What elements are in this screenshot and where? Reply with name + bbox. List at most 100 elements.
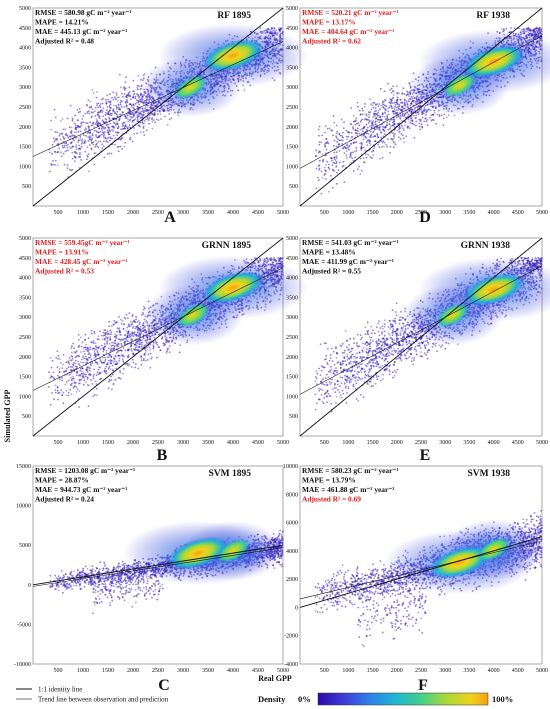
data-point	[405, 101, 408, 103]
data-point	[418, 118, 421, 121]
data-point	[75, 146, 77, 148]
data-point	[360, 149, 363, 151]
data-point	[363, 125, 366, 128]
data-point	[68, 135, 71, 138]
data-point	[109, 112, 112, 115]
data-point	[328, 190, 330, 193]
data-point	[75, 126, 78, 129]
data-point	[119, 113, 121, 116]
data-point	[359, 128, 362, 131]
data-point	[413, 123, 416, 126]
data-point	[117, 100, 119, 102]
data-point	[102, 136, 105, 138]
data-point	[136, 120, 139, 122]
data-point	[365, 114, 368, 117]
data-point	[393, 119, 396, 121]
data-point	[124, 117, 127, 119]
data-point	[125, 76, 127, 79]
data-point	[112, 134, 115, 137]
data-point	[89, 131, 92, 134]
data-point	[141, 107, 144, 110]
data-point	[415, 114, 418, 117]
data-point	[365, 123, 368, 126]
data-point	[430, 114, 433, 116]
data-point	[124, 87, 127, 90]
y-tick-label: 1500	[19, 145, 31, 151]
data-point	[347, 135, 350, 138]
data-point	[103, 134, 105, 137]
data-point	[87, 125, 90, 127]
data-point	[396, 98, 399, 101]
data-point	[101, 129, 104, 132]
data-point	[126, 101, 129, 104]
data-point	[320, 192, 323, 195]
data-point	[535, 29, 538, 32]
data-point	[108, 110, 110, 113]
data-point	[355, 117, 358, 119]
data-point	[117, 105, 120, 107]
data-point	[89, 121, 92, 124]
data-point	[385, 124, 388, 126]
data-point	[92, 121, 95, 124]
data-point	[318, 141, 321, 143]
data-point	[414, 107, 416, 109]
data-point	[387, 110, 389, 113]
data-point	[85, 127, 87, 130]
data-point	[349, 153, 352, 155]
data-point	[364, 149, 366, 152]
data-point	[345, 129, 348, 132]
data-point	[102, 140, 105, 143]
data-point	[399, 118, 402, 120]
data-point	[438, 113, 441, 116]
data-point	[140, 110, 142, 113]
data-point	[68, 168, 71, 171]
data-point	[77, 139, 80, 142]
data-point	[353, 150, 356, 153]
data-point	[318, 143, 321, 146]
data-point	[107, 98, 110, 101]
data-point	[397, 115, 400, 118]
data-point	[383, 90, 386, 93]
data-point	[79, 110, 82, 113]
data-point	[362, 109, 364, 112]
data-point	[410, 103, 413, 106]
data-point	[341, 134, 343, 137]
data-point	[91, 108, 94, 111]
data-point	[101, 98, 103, 101]
data-point	[526, 30, 528, 33]
data-point	[379, 108, 381, 110]
data-point	[52, 160, 54, 162]
data-point	[58, 134, 61, 137]
data-point	[121, 100, 123, 103]
data-point	[95, 118, 98, 120]
data-point	[96, 123, 99, 126]
data-point	[112, 108, 115, 111]
data-point	[90, 139, 93, 142]
data-point	[137, 96, 140, 99]
data-point	[318, 125, 321, 128]
data-point	[71, 157, 74, 160]
x-tick-label: 4000	[227, 210, 239, 216]
data-point	[352, 170, 355, 172]
data-point	[341, 139, 344, 142]
data-point	[423, 120, 426, 123]
data-point	[101, 133, 103, 136]
data-point	[406, 90, 408, 93]
data-point	[121, 125, 124, 128]
data-point	[104, 136, 107, 139]
data-point	[113, 110, 116, 113]
data-point	[321, 134, 324, 137]
data-point	[113, 104, 115, 107]
data-point	[363, 161, 365, 164]
y-tick-label: 3000	[19, 85, 31, 91]
data-point	[354, 119, 357, 121]
data-point	[109, 93, 111, 96]
data-point	[113, 126, 115, 128]
data-point	[401, 102, 404, 104]
data-point	[127, 120, 130, 123]
data-point	[387, 107, 390, 110]
data-point	[102, 107, 105, 110]
data-point	[151, 106, 154, 109]
data-point	[136, 132, 138, 135]
data-point	[128, 124, 131, 126]
